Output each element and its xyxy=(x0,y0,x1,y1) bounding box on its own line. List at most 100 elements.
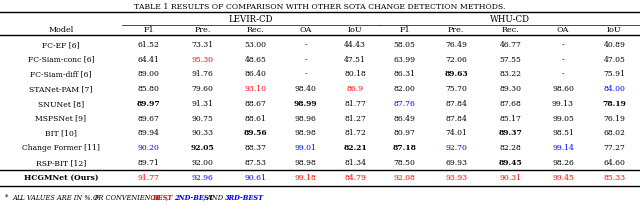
Text: 87.76: 87.76 xyxy=(394,100,415,108)
Text: FC-Siam-conc [6]: FC-Siam-conc [6] xyxy=(28,56,94,64)
Text: 47.05: 47.05 xyxy=(604,56,625,64)
Text: 64.60: 64.60 xyxy=(604,159,625,167)
Text: 98.99: 98.99 xyxy=(294,100,317,108)
Text: 76.49: 76.49 xyxy=(445,41,467,49)
Text: 92.70: 92.70 xyxy=(445,144,467,152)
Text: 99.14: 99.14 xyxy=(552,144,574,152)
Text: *: * xyxy=(5,194,11,201)
Text: 73.31: 73.31 xyxy=(192,41,214,49)
Text: 84.79: 84.79 xyxy=(344,174,366,182)
Text: 77.27: 77.27 xyxy=(604,144,625,152)
Text: Rec.: Rec. xyxy=(246,26,264,34)
Text: 81.72: 81.72 xyxy=(344,129,366,137)
Text: 85.80: 85.80 xyxy=(138,85,160,93)
Text: 68.02: 68.02 xyxy=(604,129,625,137)
Text: STANet-PAM [7]: STANet-PAM [7] xyxy=(29,85,93,93)
Text: 74.01: 74.01 xyxy=(445,129,467,137)
Text: -: - xyxy=(562,41,564,49)
Text: 58.05: 58.05 xyxy=(394,41,415,49)
Text: 99.13: 99.13 xyxy=(552,100,574,108)
Text: 98.96: 98.96 xyxy=(295,115,317,123)
Text: 86.40: 86.40 xyxy=(244,70,266,78)
Text: BEST: BEST xyxy=(152,194,172,201)
Text: 82.21: 82.21 xyxy=(343,144,367,152)
Text: 89.45: 89.45 xyxy=(499,159,522,167)
Text: 86.49: 86.49 xyxy=(394,115,415,123)
Text: OA: OA xyxy=(557,26,569,34)
Text: 92.08: 92.08 xyxy=(394,174,415,182)
Text: 88.37: 88.37 xyxy=(244,144,266,152)
Text: 89.30: 89.30 xyxy=(499,85,522,93)
Text: 79.60: 79.60 xyxy=(192,85,214,93)
Text: 89.37: 89.37 xyxy=(499,129,522,137)
Text: 90.75: 90.75 xyxy=(192,115,214,123)
Text: -: - xyxy=(305,56,307,64)
Text: 89.56: 89.56 xyxy=(244,129,268,137)
Text: 89.71: 89.71 xyxy=(138,159,160,167)
Text: 91.31: 91.31 xyxy=(192,100,214,108)
Text: 98.51: 98.51 xyxy=(552,129,574,137)
Text: 85.17: 85.17 xyxy=(499,115,521,123)
Text: IoU: IoU xyxy=(607,26,621,34)
Text: 91.76: 91.76 xyxy=(192,70,214,78)
Text: Rec.: Rec. xyxy=(501,26,519,34)
Text: 93.93: 93.93 xyxy=(445,174,467,182)
Text: 44.43: 44.43 xyxy=(344,41,366,49)
Text: 40.89: 40.89 xyxy=(604,41,625,49)
Text: 82.00: 82.00 xyxy=(394,85,415,93)
Text: 88.67: 88.67 xyxy=(244,100,266,108)
Text: 80.97: 80.97 xyxy=(394,129,415,137)
Text: 83.22: 83.22 xyxy=(499,70,522,78)
Text: 3RD-BEST: 3RD-BEST xyxy=(225,194,264,201)
Text: OA: OA xyxy=(300,26,312,34)
Text: 90.31: 90.31 xyxy=(499,174,522,182)
Text: 57.55: 57.55 xyxy=(499,56,521,64)
Text: 98.60: 98.60 xyxy=(552,85,574,93)
Text: -: - xyxy=(562,70,564,78)
Text: 47.51: 47.51 xyxy=(344,56,366,64)
Text: OR CONVENIENCE:: OR CONVENIENCE: xyxy=(93,194,165,201)
Text: 76.19: 76.19 xyxy=(604,115,625,123)
Text: F1: F1 xyxy=(399,26,410,34)
Text: 86.9: 86.9 xyxy=(347,85,364,93)
Text: 81.77: 81.77 xyxy=(344,100,366,108)
Text: 85.33: 85.33 xyxy=(604,174,625,182)
Text: IoU: IoU xyxy=(348,26,362,34)
Text: WHU-CD: WHU-CD xyxy=(490,15,530,24)
Text: .: . xyxy=(255,194,257,201)
Text: Pre.: Pre. xyxy=(448,26,465,34)
Text: A: A xyxy=(12,194,17,201)
Text: FC-Siam-diff [6]: FC-Siam-diff [6] xyxy=(30,70,92,78)
Text: , AND: , AND xyxy=(203,194,225,201)
Text: 75.91: 75.91 xyxy=(604,70,625,78)
Text: 87.68: 87.68 xyxy=(499,100,521,108)
Text: 75.70: 75.70 xyxy=(445,85,467,93)
Text: 88.61: 88.61 xyxy=(244,115,266,123)
Text: 81.27: 81.27 xyxy=(344,115,366,123)
Text: MSPSNet [9]: MSPSNet [9] xyxy=(35,115,86,123)
Text: 78.19: 78.19 xyxy=(602,100,627,108)
Text: 80.18: 80.18 xyxy=(344,70,366,78)
Text: 90.33: 90.33 xyxy=(192,129,214,137)
Text: 99.18: 99.18 xyxy=(295,174,317,182)
Text: 72.06: 72.06 xyxy=(445,56,467,64)
Text: 81.34: 81.34 xyxy=(344,159,366,167)
Text: -: - xyxy=(305,41,307,49)
Text: 82.28: 82.28 xyxy=(499,144,521,152)
Text: 92.00: 92.00 xyxy=(192,159,214,167)
Text: LL VALUES ARE IN %. F: LL VALUES ARE IN %. F xyxy=(16,194,99,201)
Text: Model: Model xyxy=(48,26,74,34)
Text: 89.63: 89.63 xyxy=(444,70,468,78)
Text: 46.77: 46.77 xyxy=(499,41,521,49)
Text: 2ND-BEST: 2ND-BEST xyxy=(174,194,213,201)
Text: 87.84: 87.84 xyxy=(445,115,467,123)
Text: 99.45: 99.45 xyxy=(552,174,574,182)
Text: 98.98: 98.98 xyxy=(295,159,317,167)
Text: 63.99: 63.99 xyxy=(394,56,415,64)
Text: F1: F1 xyxy=(143,26,154,34)
Text: FC-EF [6]: FC-EF [6] xyxy=(42,41,80,49)
Text: 91.77: 91.77 xyxy=(138,174,160,182)
Text: 90.20: 90.20 xyxy=(138,144,160,152)
Text: 90.61: 90.61 xyxy=(244,174,266,182)
Text: 89.94: 89.94 xyxy=(138,129,160,137)
